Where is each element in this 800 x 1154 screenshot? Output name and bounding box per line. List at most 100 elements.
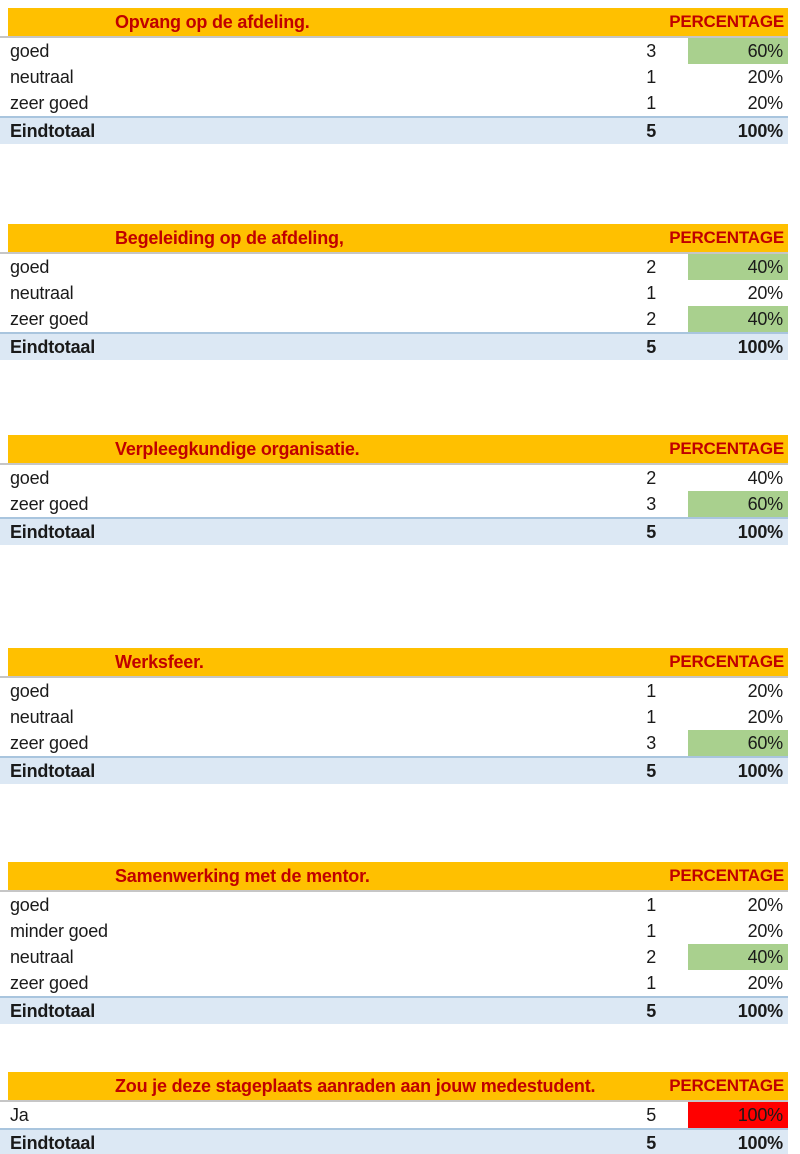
row-label: neutraal [10, 282, 74, 303]
row-percentage: 20% [747, 920, 784, 941]
row-percentage: 20% [747, 972, 784, 993]
table-row: goed 2 40% [0, 465, 788, 491]
row-count: 5 [646, 521, 656, 542]
row-percentage: 40% [747, 467, 784, 488]
row-count: 5 [646, 336, 656, 357]
pivot-table-3: Verpleegkundige organisatie. PERCENTAGE … [0, 435, 788, 545]
row-percentage: 100% [737, 760, 783, 781]
table-row: zeer goed 3 60% [0, 491, 788, 517]
table-row: goed 2 40% [0, 254, 788, 280]
total-row: Eindtotaal 5 100% [0, 116, 788, 144]
percentage-column-header: PERCENTAGE [669, 228, 784, 247]
row-count: 5 [646, 760, 656, 781]
row-percentage: 40% [688, 944, 788, 970]
table-header-row: Begeleiding op de afdeling, PERCENTAGE [8, 224, 788, 252]
row-percentage: 20% [747, 282, 784, 303]
row-count: 5 [646, 120, 656, 141]
row-percentage: 100% [737, 521, 783, 542]
row-count: 5 [646, 1132, 656, 1153]
percentage-column-header: PERCENTAGE [669, 652, 784, 671]
row-count: 3 [646, 493, 656, 514]
row-label: Eindtotaal [10, 521, 96, 542]
table-title: Opvang op de afdeling. [115, 11, 310, 32]
row-count: 5 [646, 1000, 656, 1021]
table-header-row: Opvang op de afdeling. PERCENTAGE [8, 8, 788, 36]
table-body: goed 3 60% neutraal 1 20% zeer goed 1 20… [0, 36, 788, 144]
table-header-row: Samenwerking met de mentor. PERCENTAGE [8, 862, 788, 890]
row-label: Eindtotaal [10, 1000, 96, 1021]
pivot-table-4: Werksfeer. PERCENTAGE goed 1 20% neutraa… [0, 648, 788, 784]
table-title: Samenwerking met de mentor. [115, 865, 370, 886]
row-label: zeer goed [10, 92, 89, 113]
row-label: zeer goed [10, 972, 89, 993]
percentage-column-header: PERCENTAGE [669, 866, 784, 885]
row-label: goed [10, 467, 50, 488]
table-row: goed 3 60% [0, 38, 788, 64]
row-percentage: 20% [747, 92, 784, 113]
percentage-column-header: PERCENTAGE [669, 12, 784, 31]
table-title: Zou je deze stageplaats aanraden aan jou… [115, 1075, 596, 1096]
row-percentage: 100% [688, 1102, 788, 1128]
table-row: Ja 5 100% [0, 1102, 788, 1128]
row-label: neutraal [10, 946, 74, 967]
row-percentage: 20% [747, 680, 784, 701]
row-count: 1 [646, 66, 656, 87]
table-row: neutraal 1 20% [0, 64, 788, 90]
pivot-table-1: Opvang op de afdeling. PERCENTAGE goed 3… [0, 8, 788, 144]
table-header-row: Zou je deze stageplaats aanraden aan jou… [8, 1072, 788, 1100]
row-percentage: 60% [688, 38, 788, 64]
table-row: minder goed 1 20% [0, 918, 788, 944]
table-title: Werksfeer. [115, 651, 204, 672]
table-title: Begeleiding op de afdeling, [115, 227, 344, 248]
total-row: Eindtotaal 5 100% [0, 332, 788, 360]
row-count: 2 [646, 467, 656, 488]
row-count: 3 [646, 40, 656, 61]
row-percentage: 100% [737, 1132, 783, 1153]
table-body: goed 2 40% zeer goed 3 60% Eindtotaal 5 … [0, 463, 788, 545]
row-label: Eindtotaal [10, 120, 96, 141]
row-label: neutraal [10, 66, 74, 87]
row-label: Eindtotaal [10, 760, 96, 781]
row-count: 3 [646, 732, 656, 753]
row-count: 1 [646, 706, 656, 727]
row-label: neutraal [10, 706, 74, 727]
table-body: goed 1 20% minder goed 1 20% neutraal 2 … [0, 890, 788, 1024]
table-title: Verpleegkundige organisatie. [115, 438, 360, 459]
row-percentage: 20% [747, 894, 784, 915]
row-count: 2 [646, 946, 656, 967]
table-body: goed 2 40% neutraal 1 20% zeer goed 2 40… [0, 252, 788, 360]
row-label: zeer goed [10, 732, 89, 753]
table-header-row: Werksfeer. PERCENTAGE [8, 648, 788, 676]
row-count: 1 [646, 972, 656, 993]
row-count: 2 [646, 256, 656, 277]
row-count: 1 [646, 282, 656, 303]
row-label: Eindtotaal [10, 336, 96, 357]
row-label: zeer goed [10, 493, 89, 514]
percentage-column-header: PERCENTAGE [669, 1076, 784, 1095]
table-row: goed 1 20% [0, 892, 788, 918]
table-body: Ja 5 100% Eindtotaal 5 100% [0, 1100, 788, 1154]
table-header-row: Verpleegkundige organisatie. PERCENTAGE [8, 435, 788, 463]
row-count: 1 [646, 680, 656, 701]
row-percentage: 100% [737, 120, 783, 141]
row-count: 5 [646, 1104, 656, 1125]
pivot-table-5: Samenwerking met de mentor. PERCENTAGE g… [0, 862, 788, 1024]
row-percentage: 40% [688, 254, 788, 280]
total-row: Eindtotaal 5 100% [0, 517, 788, 545]
row-percentage: 60% [688, 491, 788, 517]
row-label: goed [10, 894, 50, 915]
table-row: goed 1 20% [0, 678, 788, 704]
pivot-table-6: Zou je deze stageplaats aanraden aan jou… [0, 1072, 788, 1154]
row-percentage: 20% [747, 66, 784, 87]
row-percentage: 40% [688, 306, 788, 332]
row-label: goed [10, 40, 50, 61]
row-percentage: 100% [737, 1000, 783, 1021]
row-label: goed [10, 256, 50, 277]
table-row: neutraal 2 40% [0, 944, 788, 970]
table-row: zeer goed 1 20% [0, 970, 788, 996]
row-count: 2 [646, 308, 656, 329]
table-row: neutraal 1 20% [0, 704, 788, 730]
table-row: neutraal 1 20% [0, 280, 788, 306]
row-label: Ja [10, 1104, 29, 1125]
